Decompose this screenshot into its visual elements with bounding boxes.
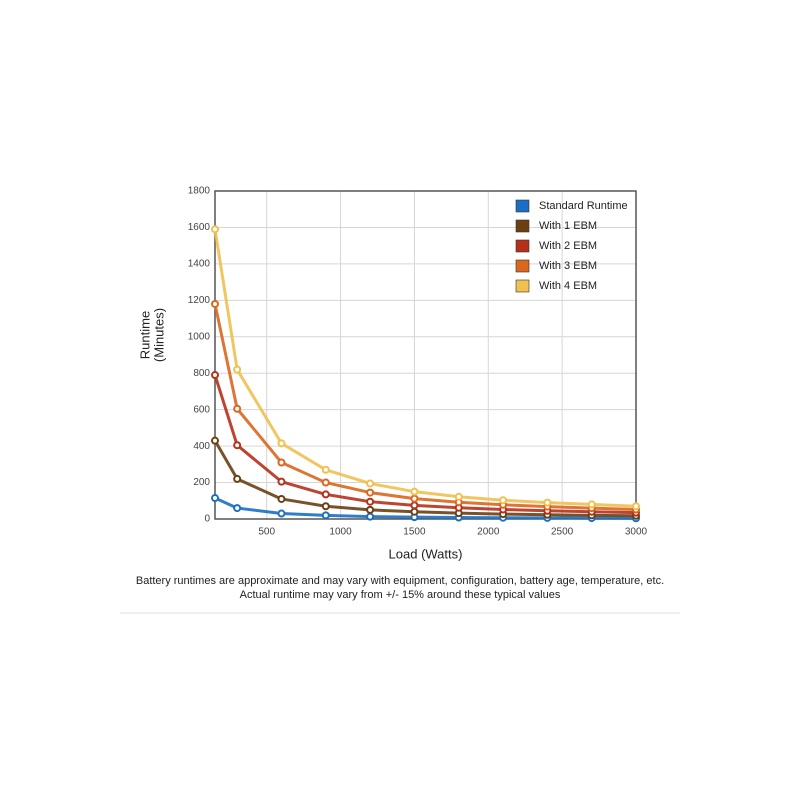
legend-label: With 1 EBM (539, 220, 597, 232)
x-tick-label: 500 (258, 527, 275, 538)
x-axis-label: Load (Watts) (389, 546, 463, 561)
data-point (233, 365, 242, 374)
y-tick-label: 800 (193, 368, 210, 379)
data-point (321, 502, 330, 511)
legend-swatch (515, 239, 530, 253)
y-tick-label: 600 (193, 404, 210, 415)
y-tick-label: 1800 (188, 186, 211, 197)
y-axis-label: (Minutes) (151, 308, 166, 362)
y-tick-label: 200 (193, 477, 210, 488)
data-point (211, 299, 219, 308)
data-point (366, 488, 375, 497)
x-tick-label: 2000 (477, 527, 500, 538)
data-point (410, 501, 419, 510)
x-tick-label: 2500 (551, 527, 574, 538)
legend-label: With 2 EBM (539, 240, 597, 252)
y-tick-label: 400 (193, 441, 210, 452)
footnote: Actual runtime may vary from +/- 15% aro… (240, 589, 561, 601)
data-point (211, 371, 219, 380)
legend-label: Standard Runtime (539, 200, 628, 212)
legend-swatch (515, 199, 530, 213)
legend-label: With 4 EBM (539, 280, 597, 292)
x-tick-label: 1000 (329, 527, 352, 538)
data-point (321, 478, 330, 487)
data-point (587, 500, 596, 509)
legend-swatch (515, 219, 530, 233)
data-point (499, 496, 508, 505)
data-point (366, 512, 375, 521)
footnote: Battery runtimes are approximate and may… (136, 575, 664, 587)
y-tick-label: 1600 (188, 222, 211, 233)
plot-border (214, 190, 637, 520)
data-point (454, 492, 463, 501)
data-point (211, 225, 219, 234)
data-point (543, 498, 552, 507)
y-tick-label: 1400 (188, 259, 211, 270)
data-point (321, 465, 330, 474)
x-tick-label: 3000 (625, 527, 648, 538)
data-point (277, 494, 286, 503)
data-point (233, 404, 242, 413)
data-point (366, 497, 375, 506)
data-point (366, 505, 375, 514)
data-point (211, 494, 219, 503)
data-point (233, 474, 242, 483)
data-point (277, 458, 286, 467)
data-point (410, 487, 419, 496)
data-point (233, 441, 242, 450)
y-axis-label: Runtime (137, 311, 152, 359)
data-point (410, 507, 419, 516)
y-tick-label: 0 (204, 514, 210, 525)
legend-swatch (515, 279, 530, 293)
data-point (410, 494, 419, 503)
y-tick-label: 1000 (188, 331, 211, 342)
data-point (277, 439, 286, 448)
data-point (321, 490, 330, 499)
legend-label: With 3 EBM (539, 260, 597, 272)
data-point (366, 479, 375, 488)
data-point (321, 511, 330, 520)
y-tick-label: 1200 (188, 295, 211, 306)
data-point (632, 502, 640, 511)
x-tick-label: 1500 (403, 527, 426, 538)
data-point (233, 504, 242, 513)
data-point (277, 509, 286, 518)
data-point (211, 436, 219, 445)
legend-swatch (515, 259, 530, 273)
data-point (277, 477, 286, 486)
